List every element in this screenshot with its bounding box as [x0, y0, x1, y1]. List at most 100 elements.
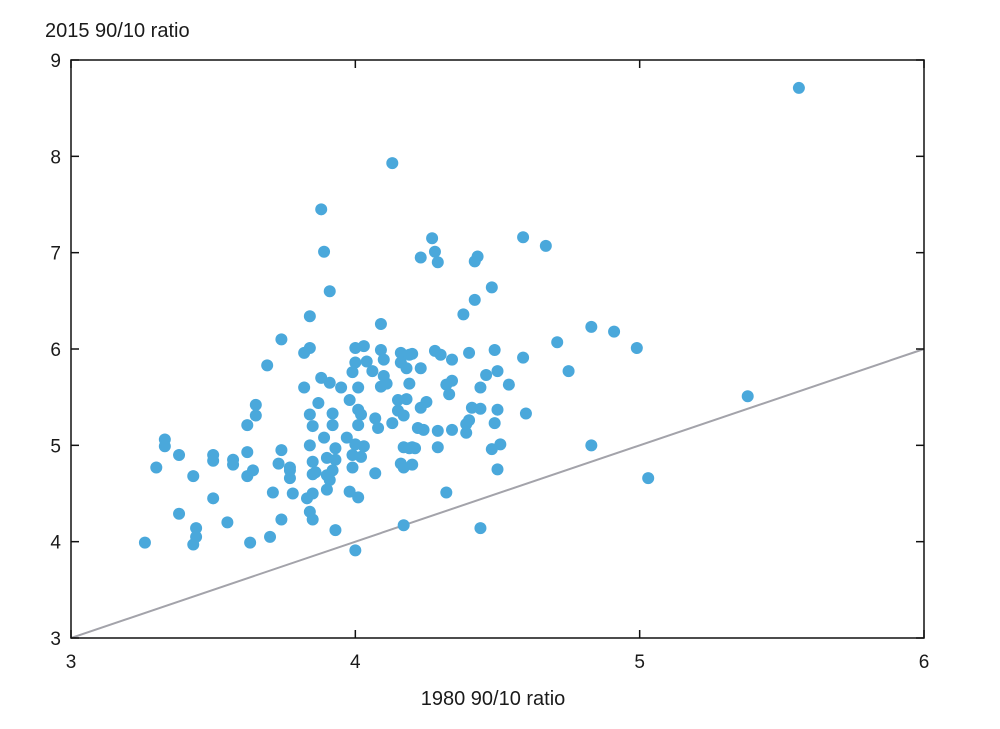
data-point: [369, 412, 382, 425]
data-point: [491, 365, 504, 378]
data-point: [585, 439, 598, 452]
data-point: [403, 377, 416, 390]
data-point: [488, 417, 501, 430]
plot-area: 3 4 5 6 3 4 5 6 7 8 9: [50, 51, 929, 673]
data-point: [463, 414, 476, 427]
data-point: [474, 522, 487, 535]
data-point: [488, 343, 501, 356]
data-point: [340, 431, 353, 444]
data-point: [241, 446, 254, 459]
data-point: [241, 419, 254, 432]
data-point: [326, 419, 339, 432]
data-point: [386, 157, 399, 170]
data-point: [244, 536, 257, 549]
x-axis-label: 1980 90/10 ratio: [421, 688, 566, 710]
data-point: [352, 419, 365, 432]
data-point: [306, 487, 319, 500]
data-point: [431, 441, 444, 454]
data-point: [246, 464, 259, 477]
data-point: [329, 453, 342, 466]
data-point: [352, 381, 365, 394]
data-point: [414, 362, 427, 375]
data-point: [446, 374, 459, 387]
data-point: [494, 438, 507, 451]
data-point: [485, 281, 498, 294]
data-point: [264, 530, 277, 543]
x-tick-label: 3: [66, 652, 77, 673]
data-point: [440, 486, 453, 499]
y-tick-label: 5: [50, 436, 61, 457]
data-point: [517, 351, 530, 364]
reference-line: [70, 348, 925, 639]
data-point: [329, 524, 342, 537]
data-point: [741, 390, 754, 403]
data-point: [431, 256, 444, 269]
data-point: [303, 439, 316, 452]
x-tick-label: 5: [634, 652, 645, 673]
data-point: [320, 483, 333, 496]
data-point: [326, 407, 339, 420]
data-point: [266, 486, 279, 499]
data-point: [138, 536, 151, 549]
data-point: [457, 308, 470, 321]
data-point: [551, 336, 564, 349]
data-point: [275, 513, 288, 526]
data-point: [349, 356, 362, 369]
data-point: [346, 461, 359, 474]
data-point: [562, 365, 575, 378]
data-point: [374, 343, 387, 356]
data-point: [443, 388, 456, 401]
data-point: [346, 366, 359, 379]
data-point: [434, 348, 447, 361]
data-point: [377, 353, 390, 366]
data-point: [158, 440, 171, 453]
data-point: [335, 381, 348, 394]
data-point: [286, 487, 299, 500]
data-point: [190, 522, 203, 535]
data-point: [355, 450, 368, 463]
data-point: [312, 396, 325, 409]
data-point: [366, 365, 379, 378]
data-point: [221, 516, 234, 529]
data-point: [303, 310, 316, 323]
data-point: [303, 408, 316, 421]
data-point: [306, 513, 319, 526]
y-tick-label: 4: [50, 533, 61, 554]
data-point: [343, 394, 356, 407]
data-point: [272, 457, 285, 470]
data-point: [420, 395, 433, 408]
data-point: [315, 203, 328, 216]
data-point: [502, 378, 515, 391]
data-point: [369, 467, 382, 480]
data-point: [326, 464, 339, 477]
data-point: [227, 458, 240, 471]
data-point: [306, 468, 319, 481]
data-point: [400, 393, 413, 406]
data-point: [426, 232, 439, 245]
data-point: [173, 448, 186, 461]
data-point: [306, 420, 319, 433]
data-point: [374, 317, 387, 330]
data-point: [474, 381, 487, 394]
data-point: [275, 444, 288, 457]
data-point: [261, 359, 274, 372]
data-point: [249, 398, 262, 411]
data-point: [303, 342, 316, 355]
data-point: [207, 492, 220, 505]
data-point: [428, 245, 441, 258]
data-point: [306, 455, 319, 468]
data-point: [397, 409, 410, 422]
data-point: [355, 408, 368, 421]
data-point: [431, 424, 444, 437]
data-point: [343, 485, 356, 498]
data-point: [323, 285, 336, 298]
y-tick-label: 6: [50, 340, 61, 361]
y-axis-label: 2015 90/10 ratio: [45, 20, 190, 42]
y-tick-label: 8: [50, 147, 61, 168]
data-point: [352, 491, 365, 504]
data-point: [400, 362, 413, 375]
x-tick-label: 4: [350, 652, 361, 673]
data-point: [474, 402, 487, 415]
data-point: [190, 530, 203, 543]
data-point: [406, 347, 419, 360]
